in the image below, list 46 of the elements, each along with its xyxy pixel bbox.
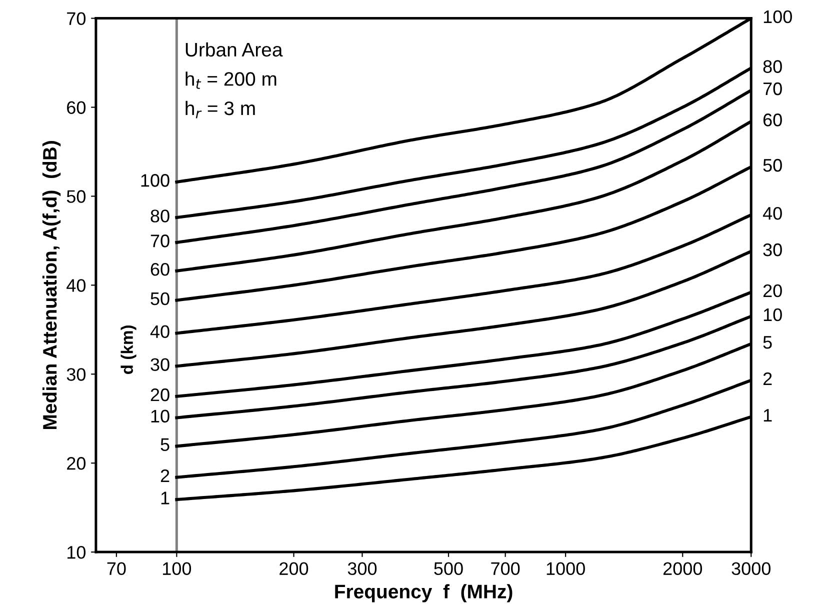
text: 50 <box>763 158 782 172</box>
y-tick-label: 40 <box>66 279 86 292</box>
series-label: 50 <box>150 292 170 306</box>
y-tick-label: 20 <box>67 457 86 470</box>
series-label: 20 <box>150 388 170 402</box>
series-label: 10 <box>151 410 170 423</box>
x-tick-label: 300 <box>348 562 377 576</box>
x-tick-label: 2000 <box>663 562 702 576</box>
y-tick-label: 60 <box>67 101 86 114</box>
x-tick-label: 1000 <box>546 562 585 576</box>
series-label: 100 <box>141 174 170 187</box>
text: 60 <box>763 114 782 126</box>
x-axis-title: Frequency f (MHz) <box>335 584 512 602</box>
series-label: 40 <box>150 325 170 338</box>
y-tick-label: 10 <box>68 546 86 559</box>
x-tick-label: 100 <box>162 562 192 576</box>
text: 100 <box>764 10 792 24</box>
text: 10 <box>764 308 782 322</box>
series-label: 80 <box>150 210 170 222</box>
y-axis-title: Median Attenuation, A(f,d) (dB) <box>42 141 61 429</box>
legend-title: d (km) <box>120 325 136 374</box>
series-label: 60 <box>150 263 170 276</box>
text: 70 <box>763 82 782 96</box>
y-tick-label: 70 <box>67 12 86 26</box>
text: 2 <box>763 372 772 386</box>
series-label: 70 <box>150 234 170 248</box>
x-tick-label: 500 <box>434 562 463 576</box>
x-tick-label: 200 <box>280 562 308 576</box>
series-label: 2 <box>160 469 170 482</box>
y-tick-label: 30 <box>66 368 86 381</box>
x-tick-label: 700 <box>491 562 520 576</box>
annotation: h$_{r}$ = 3 m <box>186 100 255 118</box>
annotation: Urban Area <box>186 42 283 57</box>
text: 20 <box>763 284 782 298</box>
annotation: h$_{t}$ = 200 m <box>186 72 276 89</box>
x-tick-label: 70 <box>107 562 126 576</box>
text: 80 <box>763 60 782 73</box>
series-label: 30 <box>150 358 170 371</box>
text: 1 <box>764 409 772 422</box>
series-label: 1 <box>161 492 170 504</box>
text: 30 <box>763 243 782 256</box>
text: 5 <box>763 336 772 349</box>
y-tick-label: 50 <box>66 190 86 203</box>
text: 40 <box>762 206 782 220</box>
x-tick-label: 3000 <box>732 562 770 576</box>
series-label: 5 <box>160 438 170 452</box>
